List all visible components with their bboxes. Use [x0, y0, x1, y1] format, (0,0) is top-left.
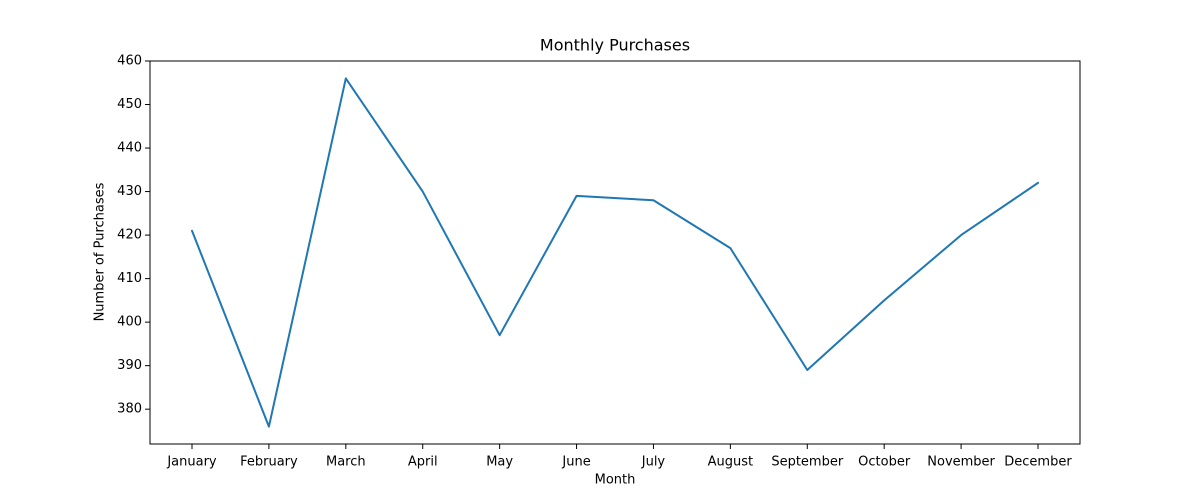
x-tick-label: January	[166, 455, 217, 470]
x-tick-label: November	[927, 455, 995, 470]
x-tick-label: December	[1004, 455, 1072, 470]
x-tick-label: July	[641, 455, 666, 470]
y-tick-label: 380	[117, 402, 142, 417]
chart-title: Monthly Purchases	[540, 36, 690, 55]
plot-area: 380 390 400 410 420 430 440 450 460 January Februa…	[117, 54, 1081, 470]
x-tick-label: September	[771, 455, 844, 470]
y-tick-label: 400	[117, 315, 142, 330]
x-axis-label: Month	[595, 473, 636, 488]
y-tick-label: 420	[117, 228, 142, 243]
x-tick-label: February	[240, 455, 298, 470]
series-line	[191, 77, 1039, 428]
x-tick-label: May	[486, 455, 513, 470]
y-axis-label: Number of Purchases	[93, 182, 108, 321]
y-tick-label: 390	[117, 358, 142, 373]
y-tick-label: 410	[117, 271, 142, 286]
plot-frame	[149, 60, 1081, 445]
x-tick-label: August	[708, 455, 754, 470]
x-tick-label: June	[561, 455, 590, 470]
y-tick-label: 440	[117, 141, 142, 156]
y-tick-label: 460	[117, 54, 142, 69]
x-tick-label: March	[326, 455, 366, 470]
y-tick-label: 450	[117, 97, 142, 112]
y-tick-label: 430	[117, 184, 142, 199]
x-tick-label: October	[858, 455, 911, 470]
x-tick-label: April	[408, 455, 438, 470]
